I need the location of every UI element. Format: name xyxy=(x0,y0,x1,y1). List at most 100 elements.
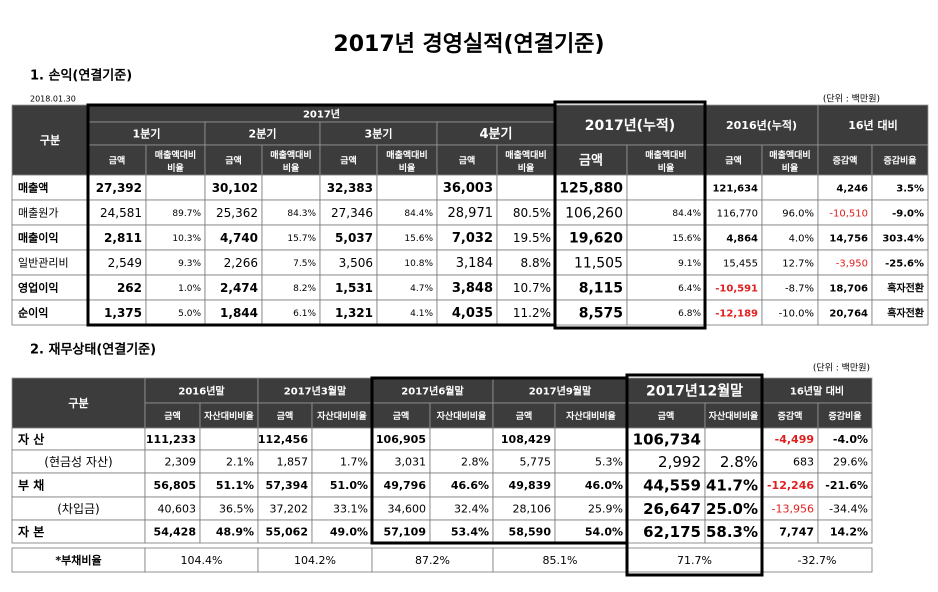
header-cell xyxy=(319,144,378,176)
cell-text: 6.4% xyxy=(678,284,701,294)
cell xyxy=(429,427,494,451)
header-text: 16년말 대비 xyxy=(790,385,844,398)
header-text: 2017년3월말 xyxy=(284,385,347,398)
cell-text: 4.0% xyxy=(789,234,814,245)
cell-text: 55,062 xyxy=(266,526,308,539)
highlight-boxes xyxy=(86,100,764,577)
cell xyxy=(261,174,321,201)
cell-text: 15.7% xyxy=(287,234,316,244)
cell-text: (현금성 자산) xyxy=(44,455,112,469)
cell xyxy=(817,274,873,301)
cell-text: 116,770 xyxy=(717,209,758,220)
cell xyxy=(626,174,706,201)
header-cell xyxy=(761,377,873,404)
cell xyxy=(554,299,628,326)
header-cell xyxy=(704,402,763,429)
cell-text: 4,246 xyxy=(836,184,868,195)
header-cell xyxy=(817,402,873,429)
cell xyxy=(376,274,438,301)
cell-text: 46.6% xyxy=(451,479,489,492)
cell-text: 7,747 xyxy=(779,526,814,539)
cell-text: -10,591 xyxy=(715,284,758,295)
header-cell xyxy=(11,104,89,176)
cell-text: 14,756 xyxy=(829,234,868,245)
cell-text: 54,428 xyxy=(154,526,196,539)
cell-text: 2.1% xyxy=(226,456,254,469)
cell xyxy=(145,224,206,251)
cell-text: 49,796 xyxy=(384,479,427,492)
header-text: 2016년말 xyxy=(178,385,225,398)
cell-text: -12,246 xyxy=(767,479,814,492)
cell xyxy=(204,174,263,201)
cell xyxy=(87,174,147,201)
cell xyxy=(11,472,146,498)
cell-text: 10.8% xyxy=(404,259,433,269)
header-text: 2017년12월말 xyxy=(646,383,743,400)
cell xyxy=(145,199,206,226)
cell xyxy=(496,174,556,201)
cell-text: 106,905 xyxy=(376,433,426,446)
cell-text: 57,109 xyxy=(384,526,426,539)
header-text: 매출액대비 비율 xyxy=(155,149,196,174)
header-cell xyxy=(144,402,201,429)
cell xyxy=(704,472,763,498)
cell-text: 2,992 xyxy=(658,453,701,471)
cell-text: 25.0% xyxy=(706,500,758,518)
cell-text: 1,844 xyxy=(220,306,258,320)
cell xyxy=(626,249,706,276)
cell xyxy=(871,224,929,251)
header-text: 3분기 xyxy=(365,127,393,141)
cell xyxy=(704,199,763,226)
cell-text: 84.4% xyxy=(404,209,433,219)
cell-text: 19.5% xyxy=(513,231,551,245)
header-cell xyxy=(626,144,706,176)
cell-text: -4,499 xyxy=(775,433,814,446)
header-cell xyxy=(492,377,628,404)
cell-text: 89.7% xyxy=(172,209,201,219)
cell-text: 58,590 xyxy=(509,526,552,539)
cell-text: -3,950 xyxy=(836,259,868,270)
cell-text: 53.4% xyxy=(451,526,489,539)
cell-text: 29.6% xyxy=(833,456,868,469)
cell xyxy=(704,299,763,326)
cell xyxy=(11,174,89,201)
cell-text: 부 채 xyxy=(18,478,44,493)
cell xyxy=(429,472,494,498)
cell-text: 87.2% xyxy=(415,554,450,567)
cell-text: 5,037 xyxy=(335,231,373,245)
header-text: 증감비율 xyxy=(883,155,916,167)
cell-text: 24,581 xyxy=(100,206,142,220)
cell-text: 683 xyxy=(793,456,814,469)
cell xyxy=(436,299,498,326)
cell-text: 111,233 xyxy=(146,433,196,446)
header-cell xyxy=(199,402,259,429)
cell-text: 54.0% xyxy=(585,526,623,539)
header-text: 2017년(누적) xyxy=(585,117,675,134)
header-text: 금액 xyxy=(725,155,742,167)
cell xyxy=(204,249,263,276)
cell xyxy=(204,299,263,326)
header-text: 구분 xyxy=(68,397,88,410)
header-cell xyxy=(761,144,819,176)
cell xyxy=(261,299,321,326)
header-text: 자산대비비율 xyxy=(204,410,254,422)
header-text: 증감비율 xyxy=(828,410,861,422)
header-cell xyxy=(704,104,819,146)
cell-text: 25.9% xyxy=(588,503,623,516)
header-text: 금액 xyxy=(225,155,242,167)
cell xyxy=(261,224,321,251)
cell xyxy=(704,224,763,251)
cell-text: 10.3% xyxy=(172,234,201,244)
cell-text: 4,740 xyxy=(220,231,258,245)
unit: (단위 : 백만원) xyxy=(823,94,880,105)
header-text: 2017년 xyxy=(303,108,340,121)
cell-text: 96.0% xyxy=(782,209,814,220)
header-text: 금액 xyxy=(393,410,410,422)
cell-text: -10,510 xyxy=(829,209,868,220)
cell xyxy=(257,547,373,573)
cell-text: 106,260 xyxy=(565,206,623,222)
cell-text: 27,392 xyxy=(96,181,142,195)
header-text: 2017년6월말 xyxy=(401,385,464,398)
cell-text: 32.4% xyxy=(454,503,489,516)
